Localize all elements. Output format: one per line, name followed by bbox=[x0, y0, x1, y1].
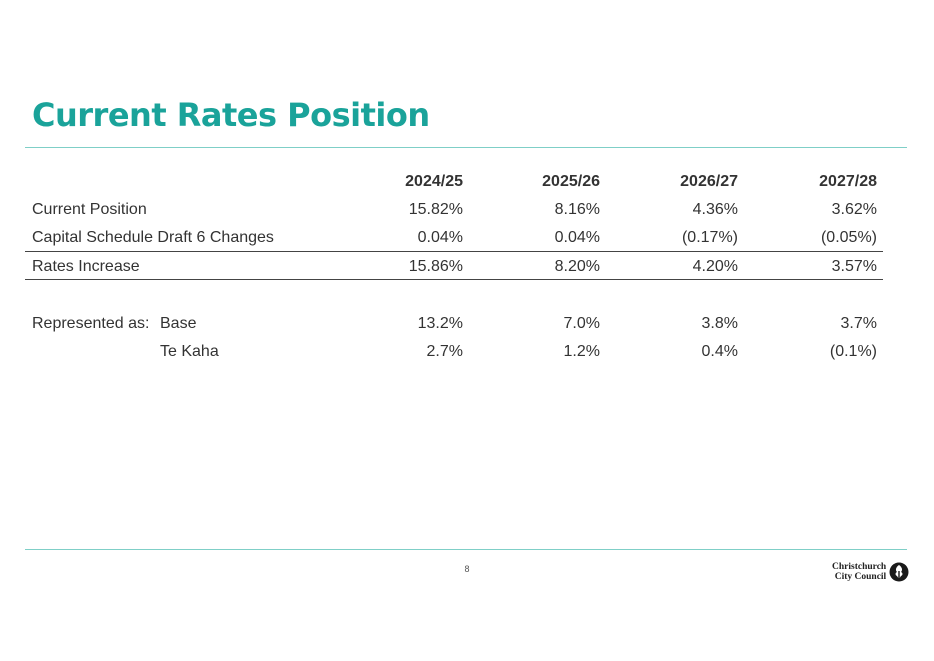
page-number: 8 bbox=[464, 564, 470, 574]
row-label-base: Base bbox=[160, 315, 197, 332]
table-cell: 13.2% bbox=[417, 315, 463, 332]
table-cell: (0.17%) bbox=[681, 229, 738, 246]
table-cell: 0.4% bbox=[701, 343, 738, 360]
represented-as-label: Represented as: bbox=[32, 315, 150, 332]
table-cell: 3.62% bbox=[831, 201, 877, 218]
title-divider bbox=[25, 147, 907, 148]
column-header-2027-28: 2027/28 bbox=[819, 173, 877, 190]
table-cell: (0.05%) bbox=[820, 229, 877, 246]
subtotal-rule-bottom bbox=[25, 279, 883, 280]
council-emblem-icon bbox=[889, 562, 909, 582]
row-label-current-position: Current Position bbox=[32, 201, 147, 218]
table-cell: 3.57% bbox=[831, 258, 877, 275]
page-title: Current Rates Position bbox=[32, 96, 430, 134]
row-label-capital-schedule: Capital Schedule Draft 6 Changes bbox=[32, 229, 274, 246]
column-header-2024-25: 2024/25 bbox=[405, 173, 463, 190]
table-cell: 4.20% bbox=[692, 258, 738, 275]
column-header-2025-26: 2025/26 bbox=[542, 173, 600, 190]
table-cell: 2.7% bbox=[426, 343, 463, 360]
logo-text-line1: Christchurch bbox=[832, 562, 887, 572]
table-cell: 1.2% bbox=[563, 343, 600, 360]
table-cell: (0.1%) bbox=[829, 343, 877, 360]
row-label-te-kaha: Te Kaha bbox=[160, 343, 219, 360]
table-cell: 4.36% bbox=[692, 201, 738, 218]
table-cell: 0.04% bbox=[554, 229, 600, 246]
row-label-rates-increase: Rates Increase bbox=[32, 258, 140, 275]
table-cell: 0.04% bbox=[417, 229, 463, 246]
table-cell: 15.86% bbox=[408, 258, 463, 275]
table-cell: 7.0% bbox=[563, 315, 600, 332]
column-header-2026-27: 2026/27 bbox=[680, 173, 738, 190]
table-cell: 8.16% bbox=[554, 201, 600, 218]
christchurch-city-council-logo: Christchurch City Council bbox=[832, 562, 909, 582]
table-cell: 3.7% bbox=[840, 315, 877, 332]
table-cell: 3.8% bbox=[701, 315, 738, 332]
subtotal-rule-top bbox=[25, 251, 883, 252]
table-cell: 15.82% bbox=[408, 201, 463, 218]
footer-divider bbox=[25, 549, 907, 550]
table-cell: 8.20% bbox=[554, 258, 600, 275]
logo-text-line2: City Council bbox=[834, 572, 887, 582]
